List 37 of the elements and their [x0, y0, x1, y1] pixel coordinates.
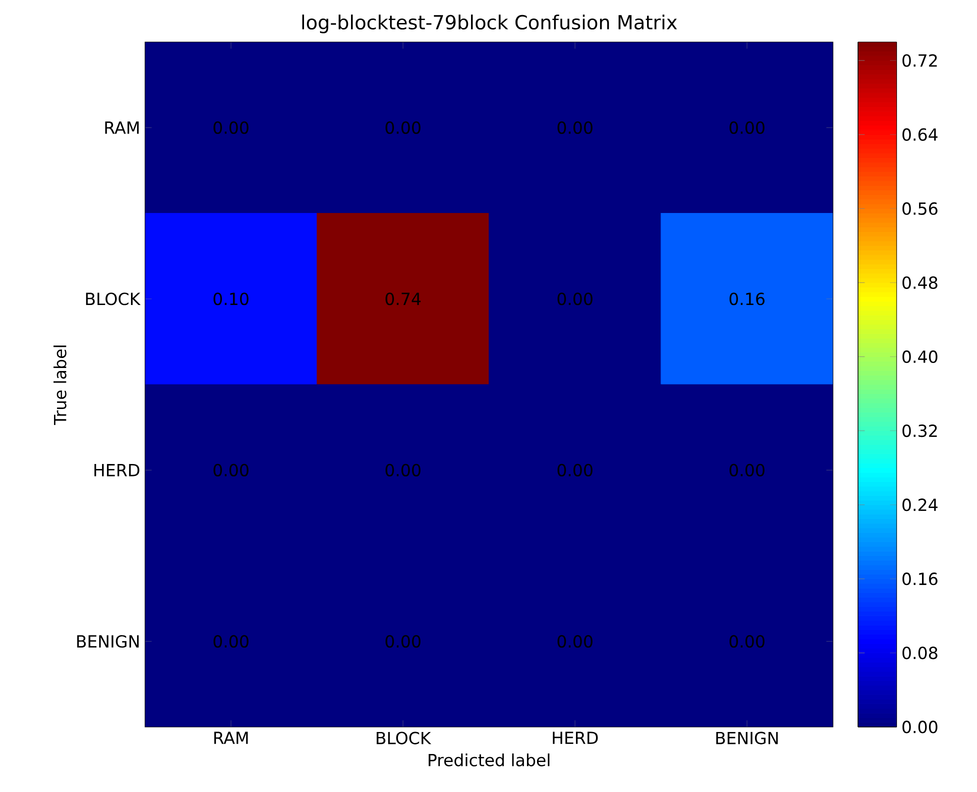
data-label: 0.00 [214, 635, 248, 648]
data-label: 0.00 [730, 635, 764, 648]
x-tick-label: BENIGN [716, 732, 778, 744]
data-label: 0.00 [558, 635, 592, 648]
color-bar-label: 0.32 [902, 424, 937, 438]
color-bar-label: 0.56 [902, 202, 938, 215]
color-bar-label: 0.08 [902, 646, 938, 660]
chart-title: log-blocktest-79block Confusion Matrix [302, 14, 677, 34]
data-label: 0.00 [386, 464, 420, 476]
data-label: 0.00 [558, 292, 592, 306]
x-axis-title: Predicted label [428, 753, 550, 766]
color-bar-label: 0.24 [902, 498, 938, 512]
y-axis-title: True label [54, 346, 66, 426]
data-label: 0.10 [214, 292, 248, 306]
y-tick-label: RAM [105, 122, 139, 134]
data-label: 0.00 [558, 121, 592, 134]
x-tick-label: BLOCK [376, 732, 432, 744]
y-tick-label: HERD [94, 464, 140, 476]
color-bar-label: 0.64 [902, 128, 938, 141]
data-label: 0.00 [558, 464, 592, 476]
data-label: 0.00 [386, 635, 420, 648]
color-bar-label: 0.72 [902, 54, 937, 67]
data-label: 0.00 [730, 464, 764, 476]
color-bar-label: 0.16 [902, 572, 938, 586]
data-label: 0.74 [386, 292, 421, 306]
color-bar-label: 0.48 [902, 276, 938, 289]
color-bar-label: 0.00 [902, 720, 938, 734]
x-tick-label: RAM [214, 732, 248, 744]
data-label: 0.16 [730, 292, 765, 306]
data-label: 0.00 [214, 464, 248, 476]
x-tick-label: HERD [552, 732, 598, 744]
data-label: 0.00 [386, 121, 420, 134]
data-label: 0.00 [730, 121, 764, 134]
y-tick-label: BENIGN [77, 635, 139, 648]
data-label: 0.00 [214, 121, 248, 134]
y-tick-label: BLOCK [86, 292, 141, 306]
color-bar-label: 0.40 [902, 350, 938, 364]
